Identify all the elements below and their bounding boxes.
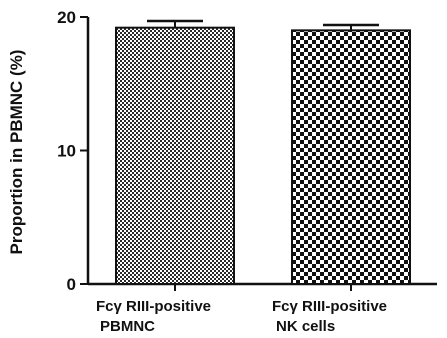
x-category-label: PBMNC [100, 318, 155, 335]
y-tick-label: 0 [67, 275, 76, 294]
x-category-label: Fcγ RIII-positive [272, 298, 387, 315]
bar-nk-cells [291, 29, 411, 285]
y-tick-label: 10 [57, 142, 76, 161]
bar-pbmnc [115, 26, 235, 286]
y-tick-label: 20 [57, 8, 76, 27]
x-category-label: NK cells [276, 318, 335, 335]
y-axis-title: Proportion in PBMNC (%) [7, 50, 26, 255]
x-category-label: Fcγ RIII-positive [96, 298, 211, 315]
